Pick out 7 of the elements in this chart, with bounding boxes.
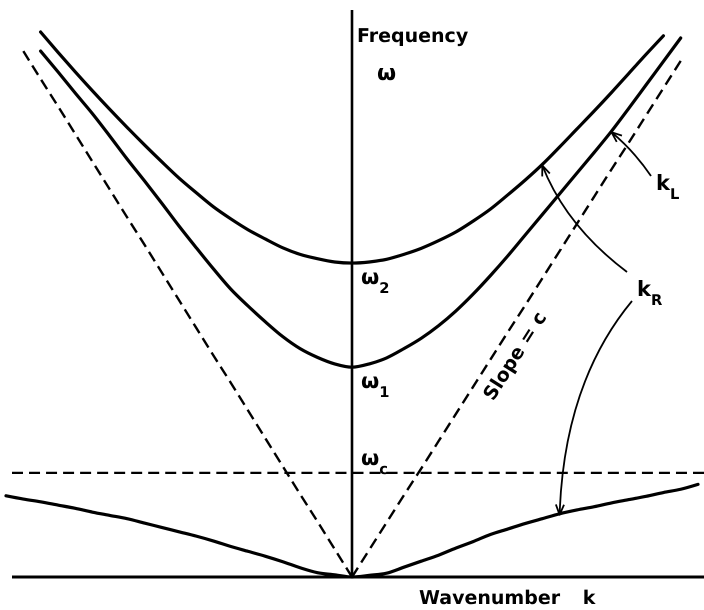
y-axis-title: Frequency ω bbox=[357, 25, 469, 86]
x-axis-title: Wavenumber k bbox=[419, 587, 596, 609]
annotation: ω$_{2}$ bbox=[361, 265, 390, 297]
annotation: k$_{R}$ bbox=[637, 277, 663, 308]
ref-line-label: ω$_{c}$ bbox=[361, 446, 388, 478]
annotation: k$_{L}$ bbox=[656, 171, 680, 202]
annotation: ω$_{1}$ bbox=[361, 369, 390, 401]
